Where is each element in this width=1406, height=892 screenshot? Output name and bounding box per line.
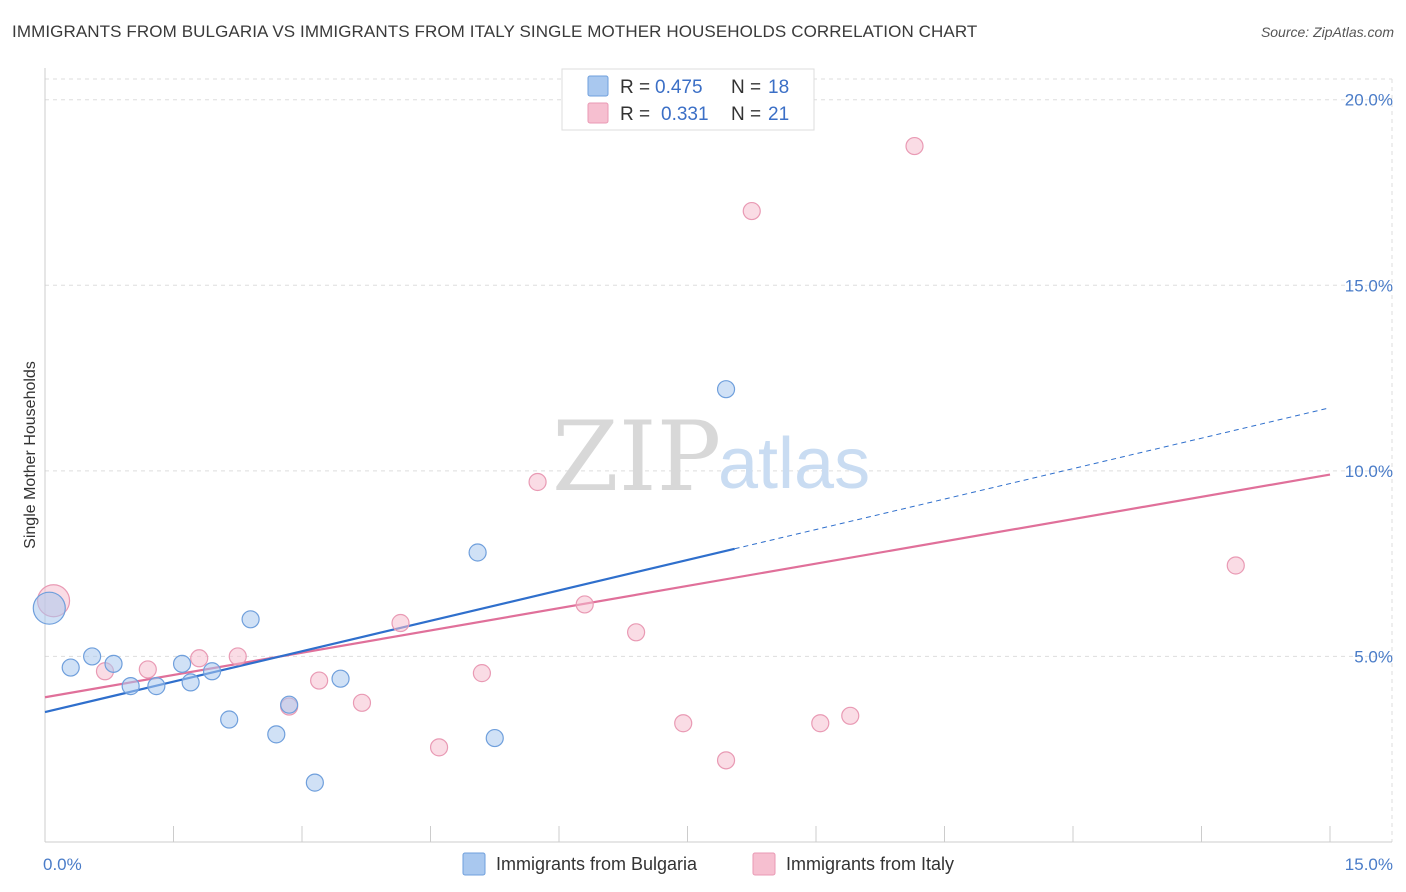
legend-swatch-italy: [587, 102, 609, 124]
point-italy: [138, 660, 157, 679]
legend-swatch-bulgaria: [587, 75, 609, 97]
point-italy: [528, 472, 547, 492]
watermark-atlas: atlas: [718, 424, 870, 504]
point-italy: [575, 595, 594, 614]
point-bulgaria: [485, 728, 504, 748]
point-bulgaria: [172, 654, 192, 673]
point-bulgaria: [104, 654, 123, 673]
legend-n-value: 21: [768, 104, 789, 125]
point-italy: [742, 201, 761, 221]
y-axis-label: Single Mother Households: [22, 361, 39, 549]
trend-line-bulgaria-extension: [734, 407, 1331, 550]
legend-n-label: N =: [731, 104, 761, 125]
point-italy: [429, 738, 449, 757]
point-italy: [190, 649, 209, 668]
point-italy: [472, 664, 491, 683]
legend-n-label: N =: [731, 77, 761, 98]
y-tick-label: 15.0%: [1345, 276, 1393, 295]
point-italy: [352, 693, 372, 712]
legend-n-value: 18: [768, 77, 789, 98]
legend-r-value: 0.331: [661, 104, 709, 125]
axes: [44, 68, 1392, 843]
legend-r-label: R =: [620, 104, 650, 125]
watermark-zip: ZIP: [552, 401, 721, 513]
point-bulgaria: [202, 662, 222, 681]
point-italy: [811, 714, 830, 733]
point-italy: [905, 136, 924, 156]
y-tick-label: 20.0%: [1345, 91, 1393, 110]
legend-r-value: 0.475: [655, 77, 703, 98]
point-bulgaria: [331, 669, 350, 688]
point-italy: [391, 613, 410, 633]
x-tick-labels: 0.0% 15.0%: [43, 855, 1393, 874]
correlation-legend: R = 0.475 N = 18 R = 0.331 N = 21: [561, 68, 815, 131]
x-tick-label: 15.0%: [1345, 855, 1393, 874]
point-italy: [841, 706, 860, 725]
series-legend-label-bulgaria: Immigrants from Bulgaria: [496, 854, 698, 874]
series-legend-label-italy: Immigrants from Italy: [786, 854, 954, 874]
y-tick-label: 5.0%: [1354, 647, 1393, 666]
point-bulgaria: [61, 658, 80, 677]
legend-r-label: R =: [620, 77, 650, 98]
trend-line-italy: [44, 473, 1331, 699]
point-italy: [716, 751, 736, 770]
point-italy: [626, 623, 646, 642]
point-italy: [310, 671, 329, 690]
grid-lines: [45, 78, 1393, 842]
point-bulgaria: [220, 710, 239, 729]
point-bulgaria: [305, 773, 324, 792]
y-tick-label: 10.0%: [1345, 462, 1393, 481]
point-bulgaria: [280, 695, 299, 714]
point-bulgaria: [468, 543, 487, 562]
y-tick-labels: 5.0% 10.0% 15.0% 20.0%: [1345, 91, 1393, 667]
point-bulgaria: [241, 610, 260, 629]
source-label: Source: ZipAtlas.com: [1260, 24, 1394, 40]
watermark: ZIP atlas: [552, 401, 870, 513]
point-bulgaria: [716, 380, 736, 399]
point-italy: [1226, 556, 1245, 575]
point-bulgaria: [32, 591, 66, 625]
point-bulgaria: [147, 677, 166, 696]
point-italy: [228, 647, 247, 666]
point-bulgaria: [121, 677, 140, 696]
series-legend: Immigrants from Bulgaria Immigrants from…: [462, 852, 954, 876]
point-bulgaria: [83, 647, 102, 666]
point-italy: [674, 714, 693, 733]
x-tick-label: 0.0%: [43, 855, 82, 874]
chart-title: IMMIGRANTS FROM BULGARIA VS IMMIGRANTS F…: [12, 22, 978, 41]
point-bulgaria: [181, 673, 200, 692]
point-bulgaria: [267, 725, 286, 744]
data-points: [32, 136, 1245, 792]
series-legend-swatch-bulgaria: [462, 852, 486, 876]
series-legend-swatch-italy: [752, 852, 776, 876]
